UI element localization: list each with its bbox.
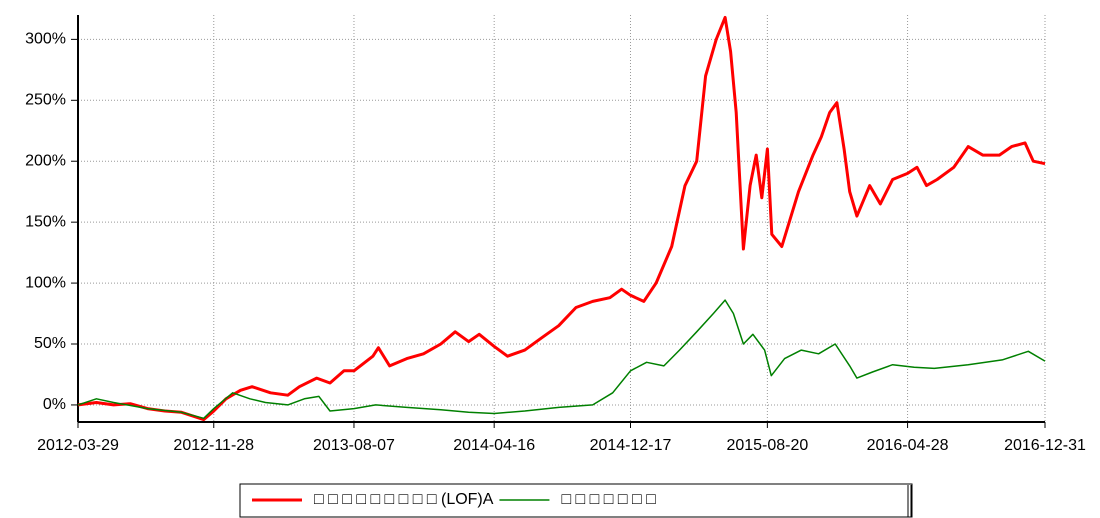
x-tick-label: 2013-08-07 [313, 437, 395, 454]
x-tick-label: 2012-11-28 [173, 437, 254, 454]
legend-box [239, 483, 913, 518]
series-line [77, 15, 1046, 422]
legend-label: □ □ □ □ □ □ □ [561, 491, 656, 508]
y-tick-label: 250% [25, 92, 66, 109]
x-tick-label: 2015-08-20 [726, 437, 808, 454]
series-line [77, 299, 1046, 420]
x-tick-label: 2016-12-31 [1004, 437, 1086, 454]
y-tick-label: 150% [25, 213, 66, 230]
y-tick-label: 100% [25, 274, 66, 291]
y-tick-label: 200% [25, 152, 66, 169]
x-tick-label: 2012-03-29 [37, 437, 119, 454]
legend-label: □ □ □ □ □ □ □ □ □ (LOF)A [314, 491, 494, 508]
x-tick-label: 2014-04-16 [453, 437, 535, 454]
y-tick-label: 300% [25, 31, 66, 48]
x-tick-label: 2014-12-17 [590, 437, 672, 454]
x-tick-label: 2016-04-28 [867, 437, 949, 454]
y-tick-label: 50% [34, 335, 66, 352]
y-tick-label: 0% [43, 396, 66, 413]
